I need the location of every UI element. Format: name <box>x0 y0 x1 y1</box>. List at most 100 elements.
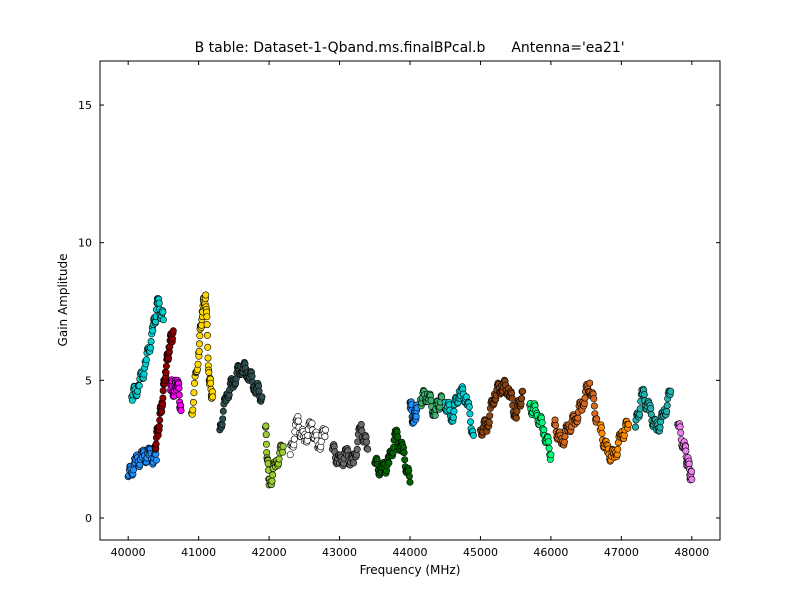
scatter-points <box>124 291 696 489</box>
x-tick-label: 46000 <box>533 546 568 559</box>
data-point <box>450 407 458 415</box>
data-point <box>159 316 167 324</box>
data-point <box>275 455 283 463</box>
data-point <box>466 410 474 418</box>
data-point <box>142 356 150 364</box>
data-point <box>663 401 671 409</box>
data-point <box>203 313 211 321</box>
data-point <box>385 459 393 467</box>
data-point <box>156 416 164 424</box>
data-point <box>268 477 276 485</box>
data-point <box>205 368 213 376</box>
data-point <box>189 398 197 406</box>
data-point <box>593 415 601 423</box>
x-axis-ticks: 40000 41000 42000 43000 44000 45000 46000 47000… <box>111 61 709 559</box>
y-tick-label: 0 <box>85 512 92 525</box>
data-point <box>155 422 163 430</box>
data-point <box>321 426 329 434</box>
data-point <box>195 347 203 355</box>
data-point <box>469 431 477 439</box>
data-point <box>196 332 204 340</box>
data-point <box>667 387 675 395</box>
data-point <box>590 395 598 403</box>
data-point <box>140 370 148 378</box>
data-point <box>545 444 553 452</box>
data-point <box>394 433 402 441</box>
data-point <box>682 447 690 455</box>
data-point <box>400 449 408 457</box>
x-tick-label: 48000 <box>674 546 709 559</box>
data-point <box>218 421 226 429</box>
data-point <box>545 438 553 446</box>
data-point <box>159 394 167 402</box>
data-point <box>204 354 212 362</box>
data-point <box>547 451 555 459</box>
data-point <box>191 379 199 387</box>
x-tick-label: 41000 <box>181 546 216 559</box>
data-point <box>364 445 372 453</box>
data-point <box>175 391 183 399</box>
data-point <box>636 410 644 418</box>
x-tick-label: 45000 <box>463 546 498 559</box>
data-point <box>159 387 167 395</box>
data-point <box>465 403 473 411</box>
data-point <box>431 411 439 419</box>
data-point <box>676 423 684 431</box>
data-point <box>406 478 414 486</box>
data-point <box>203 331 211 339</box>
data-point <box>614 445 622 453</box>
data-point <box>401 456 409 464</box>
y-axis-label: Gain Amplitude <box>56 254 70 347</box>
data-point <box>269 471 277 479</box>
data-point <box>203 321 211 329</box>
data-point <box>350 459 358 467</box>
data-point <box>512 414 520 422</box>
data-point <box>262 440 270 448</box>
data-point <box>255 387 263 395</box>
data-point <box>262 422 270 430</box>
y-tick-label: 10 <box>78 237 92 250</box>
data-point <box>175 384 183 392</box>
y-axis-ticks: 0 5 10 15 <box>78 99 720 525</box>
x-tick-label: 42000 <box>252 546 287 559</box>
data-point <box>663 407 671 415</box>
data-point <box>196 340 204 348</box>
x-tick-label: 47000 <box>604 546 639 559</box>
data-point <box>290 435 298 443</box>
data-point <box>552 421 560 429</box>
data-point <box>485 418 493 426</box>
data-point <box>130 466 138 474</box>
data-point <box>688 475 696 483</box>
data-point <box>519 387 527 395</box>
data-point <box>279 448 287 456</box>
data-point <box>147 337 155 345</box>
data-point <box>581 394 589 402</box>
data-point <box>155 299 163 307</box>
data-point <box>486 412 494 420</box>
data-point <box>574 414 582 422</box>
data-point <box>363 438 371 446</box>
data-point <box>561 432 569 440</box>
data-point <box>631 423 639 431</box>
data-point <box>590 402 598 410</box>
data-point <box>353 445 361 453</box>
data-point <box>248 372 256 380</box>
x-tick-label: 43000 <box>322 546 357 559</box>
data-point <box>169 327 177 335</box>
data-point <box>405 472 413 480</box>
y-tick-label: 5 <box>85 374 92 387</box>
data-point <box>189 406 197 414</box>
data-point <box>204 343 212 351</box>
data-point <box>162 369 170 377</box>
data-point <box>258 393 266 401</box>
data-point <box>656 423 664 431</box>
data-point <box>538 419 546 427</box>
data-point <box>508 394 516 402</box>
data-point <box>438 393 446 401</box>
x-axis-label: Frequency (MHz) <box>360 563 461 577</box>
data-point <box>162 362 170 370</box>
data-point <box>152 456 160 464</box>
data-point <box>202 291 210 299</box>
